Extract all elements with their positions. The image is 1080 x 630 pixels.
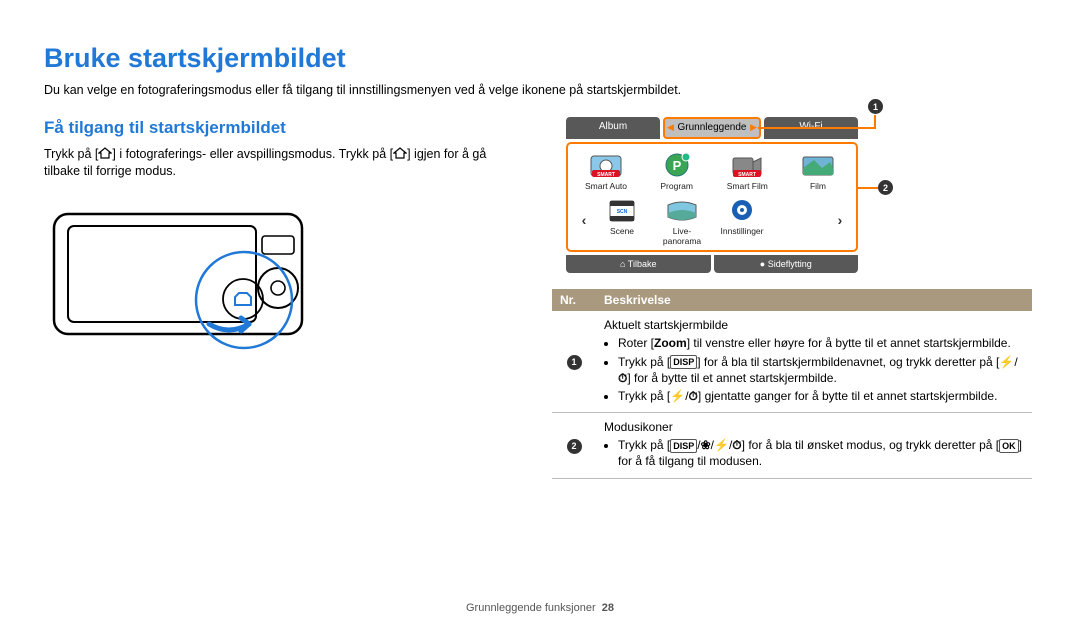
svg-text:P: P (672, 158, 681, 173)
disp-key: DISP (670, 355, 697, 369)
row1-bullet1: Roter [Zoom] til venstre eller høyre for… (618, 335, 1024, 351)
callout-line-2 (858, 187, 878, 189)
mode-film-label: Film (790, 182, 846, 191)
flash-icon: ⚡ (999, 355, 1014, 369)
callout-line-1 (758, 127, 876, 129)
callout-line-1v (874, 115, 876, 129)
row1-bullet2: Trykk på [DISP] for å bla til startskjer… (618, 354, 1024, 386)
ok-key: OK (999, 439, 1019, 453)
tab-basic[interactable]: ◀ Grunnleggende▶ (663, 117, 761, 139)
mode-grid: SMART Smart Auto P Program SMART Smart Film… (566, 142, 858, 252)
section-subtitle: Få tilgang til startskjermbildet (44, 117, 524, 140)
table-row: 1 Aktuelt startskjermbilde Roter [Zoom] … (552, 311, 1032, 412)
th-nr: Nr. (552, 289, 596, 311)
camera-illustration (44, 196, 524, 361)
row1-bullet3: Trykk på [⚡/⏱] gjentatte ganger for å by… (618, 388, 1024, 404)
mode-smartfilm-label: Smart Film (719, 182, 775, 191)
page-number: 28 (602, 602, 614, 614)
bottom-shift-label: Sideflytting (768, 259, 812, 269)
row2-bullet1: Trykk på [DISP/❀/⚡/⏱] for å bla til ønsk… (618, 437, 1024, 469)
mode-film[interactable]: Film (790, 150, 846, 191)
row1-number: 1 (567, 355, 582, 370)
section-paragraph: Trykk på [ ] i fotograferings- eller avsp… (44, 146, 524, 180)
mode-smartauto-label: Smart Auto (578, 182, 634, 191)
mode-panorama[interactable]: Live-panorama (654, 195, 710, 246)
disp-key: DISP (670, 439, 697, 453)
para-frag-1: Trykk på [ (44, 147, 98, 161)
macro-icon: ❀ (701, 438, 711, 452)
mode-settings-label: Innstillinger (714, 227, 770, 236)
mode-scene-label: Scene (594, 227, 650, 236)
footer-text: Grunnleggende funksjoner (466, 602, 596, 614)
svg-text:SMART: SMART (738, 172, 756, 178)
callout-1: 1 (868, 99, 883, 114)
left-column: Få tilgang til startskjermbildet Trykk p… (44, 117, 524, 478)
mode-settings[interactable]: Innstillinger (714, 195, 770, 236)
bottom-back[interactable]: ⌂ Tilbake (566, 255, 711, 273)
right-column: Album ◀Grunnleggende▶ Wi-Fi SMARTSmart A… (552, 117, 1032, 478)
th-desc: Beskrivelse (596, 289, 1032, 311)
page-intro: Du kan velge en fotograferingsmodus elle… (44, 82, 1036, 99)
page-footer: Grunnleggende funksjoner 28 (0, 601, 1080, 616)
dot-icon: ● (760, 259, 765, 269)
mode-program[interactable]: P Program (649, 150, 705, 191)
chevron-right-icon: ▶ (750, 121, 757, 133)
para-frag-2: ] i fotograferings- eller avspillingsmod… (112, 147, 393, 161)
nav-right-icon[interactable]: › (834, 211, 846, 230)
mode-program-label: Program (649, 182, 705, 191)
timer-icon: ⏱ (689, 389, 698, 403)
chevron-left-icon: ◀ (667, 121, 674, 133)
svg-text:SMART: SMART (597, 172, 615, 178)
row2-number: 2 (567, 439, 582, 454)
home-icon (393, 147, 407, 164)
home-icon: ⌂ (620, 259, 625, 269)
flash-icon: ⚡ (670, 389, 685, 403)
flash-icon: ⚡ (714, 438, 729, 452)
row1-lead: Aktuelt startskjermbilde (604, 317, 1024, 333)
callout-2: 2 (878, 180, 893, 195)
description-table: Nr. Beskrivelse 1 Aktuelt startskjermbil… (552, 289, 1032, 479)
mode-smartauto[interactable]: SMART Smart Auto (578, 150, 634, 191)
table-row: 2 Modusikoner Trykk på [DISP/❀/⚡/⏱] for … (552, 413, 1032, 479)
bottom-back-label: Tilbake (628, 259, 657, 269)
tab-basic-label: Grunnleggende (678, 122, 747, 133)
page-title: Bruke startskjermbildet (44, 40, 1036, 76)
svg-text:SCN: SCN (617, 209, 628, 215)
home-icon (98, 147, 112, 164)
mode-panorama-label: Live-panorama (654, 227, 710, 246)
timer-icon: ⏱ (732, 438, 741, 452)
bottom-shift[interactable]: ● Sideflytting (714, 255, 859, 273)
mode-smartfilm[interactable]: SMART Smart Film (719, 150, 775, 191)
timer-icon: ⏱ (618, 371, 627, 385)
mode-scene[interactable]: SCN Scene (594, 195, 650, 236)
nav-left-icon[interactable]: ‹ (578, 211, 590, 230)
home-screen-diagram: Album ◀Grunnleggende▶ Wi-Fi SMARTSmart A… (566, 117, 858, 273)
tab-album[interactable]: Album (566, 117, 660, 139)
row2-lead: Modusikoner (604, 419, 1024, 435)
